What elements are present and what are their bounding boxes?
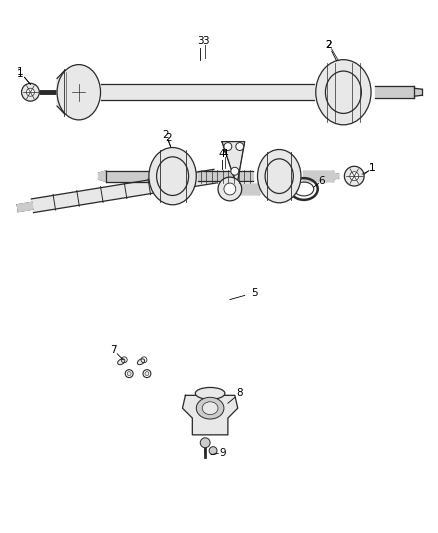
Ellipse shape	[138, 359, 145, 365]
Circle shape	[200, 438, 210, 448]
Text: 7: 7	[110, 345, 117, 355]
Text: 6: 6	[318, 176, 325, 186]
Polygon shape	[106, 171, 149, 182]
Polygon shape	[99, 171, 106, 182]
Polygon shape	[332, 173, 339, 179]
Text: 3: 3	[197, 36, 204, 46]
Text: 2: 2	[162, 130, 169, 140]
Ellipse shape	[258, 149, 301, 203]
Polygon shape	[240, 184, 259, 194]
Text: 4: 4	[222, 149, 228, 159]
Text: 5: 5	[251, 288, 258, 297]
Polygon shape	[222, 142, 245, 186]
Circle shape	[209, 447, 217, 455]
Ellipse shape	[195, 387, 225, 399]
Polygon shape	[183, 395, 238, 435]
Text: 9: 9	[219, 448, 226, 458]
Circle shape	[350, 172, 359, 181]
Polygon shape	[303, 171, 332, 181]
Circle shape	[21, 83, 39, 101]
Text: 1: 1	[17, 68, 24, 77]
Circle shape	[344, 166, 364, 186]
Polygon shape	[101, 84, 314, 100]
Circle shape	[231, 167, 239, 175]
Circle shape	[224, 143, 232, 150]
Circle shape	[224, 183, 236, 195]
Polygon shape	[375, 86, 414, 98]
Text: 2: 2	[165, 133, 172, 143]
Circle shape	[145, 372, 149, 376]
Circle shape	[127, 372, 131, 376]
Text: 3: 3	[202, 36, 208, 46]
Polygon shape	[198, 171, 253, 181]
Circle shape	[236, 143, 244, 150]
Ellipse shape	[202, 402, 218, 415]
Polygon shape	[414, 88, 422, 96]
Polygon shape	[31, 169, 216, 213]
Text: 2: 2	[325, 40, 332, 50]
Text: 1: 1	[369, 163, 375, 173]
Circle shape	[26, 88, 35, 96]
Ellipse shape	[118, 359, 125, 365]
Circle shape	[218, 177, 242, 201]
Text: 1: 1	[369, 163, 375, 173]
Text: 8: 8	[237, 389, 243, 398]
Ellipse shape	[196, 397, 224, 419]
Polygon shape	[17, 203, 33, 212]
Ellipse shape	[149, 148, 196, 205]
Text: 4: 4	[219, 149, 225, 159]
Ellipse shape	[57, 64, 101, 120]
Text: 2: 2	[325, 40, 332, 50]
Ellipse shape	[316, 60, 371, 125]
Text: 1: 1	[17, 69, 24, 79]
Polygon shape	[57, 70, 65, 115]
